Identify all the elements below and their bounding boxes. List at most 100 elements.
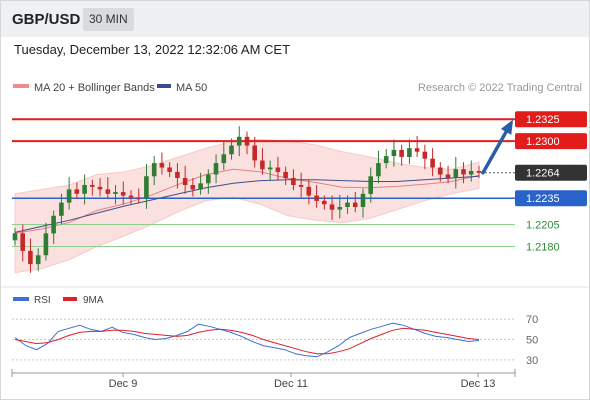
rsi-legend-label: RSI — [34, 295, 51, 306]
target-price-label: 1.2180 — [526, 241, 560, 253]
resistance-price-tag — [515, 133, 587, 150]
candle-body — [376, 163, 381, 177]
candle-body — [337, 207, 343, 210]
ma50-legend-label: MA 50 — [176, 82, 207, 94]
candle-body — [306, 186, 312, 196]
candle-body — [82, 185, 87, 194]
pivot-price-label: 1.2235 — [526, 193, 560, 205]
candle-body — [438, 167, 443, 175]
last-price-tag — [515, 164, 587, 181]
rsi-line — [14, 322, 480, 358]
candle-body — [229, 145, 234, 155]
candle-body — [453, 169, 459, 178]
candle-body — [190, 185, 196, 190]
rsi-ma-line — [14, 327, 480, 355]
candle-body — [322, 200, 327, 205]
resistance-price-label: 1.2300 — [526, 136, 560, 148]
candle-body — [383, 156, 389, 164]
ma50-line — [14, 175, 480, 233]
candle-body — [422, 151, 428, 159]
time-axis-label: Dec 9 — [109, 378, 138, 390]
candle-body — [468, 171, 474, 175]
candle-body — [260, 160, 265, 170]
candle-body — [66, 189, 72, 203]
candle-body — [105, 189, 111, 194]
candle-body — [136, 197, 141, 199]
header-bar: GBP/USD 30 MIN — [1, 1, 589, 37]
rsi-ma-legend-label: 9MA — [83, 295, 104, 306]
resistance-price-tag — [515, 111, 587, 128]
bollinger-legend-swatch — [13, 84, 29, 88]
candle-body — [244, 136, 250, 146]
pivot-price-tag — [515, 190, 587, 207]
candle-body — [445, 174, 451, 178]
forecast-arrow-head — [500, 119, 513, 135]
price-chart: 1.2325 1.2300 1.2264 1.2235 1.2205 1.2180 — [12, 111, 587, 274]
rsi-tick-label: 30 — [526, 355, 538, 367]
candle-body — [90, 185, 95, 187]
candle-body — [97, 186, 103, 190]
candle-body — [120, 192, 126, 196]
candle-body — [28, 250, 33, 265]
rsi-ma-legend-swatch — [63, 297, 77, 301]
candle-body — [391, 149, 397, 156]
candle-body — [360, 193, 366, 207]
candle-body — [144, 176, 149, 199]
candle-body — [151, 163, 157, 177]
target-price-label: 1.2205 — [526, 220, 560, 232]
candle-body — [407, 148, 412, 157]
candle-body — [275, 167, 281, 172]
candle-body — [128, 195, 134, 198]
candle-body — [368, 176, 373, 194]
timestamp: Tuesday, December 13, 2022 12:32:06 AM C… — [14, 42, 291, 57]
candle-body — [43, 233, 49, 256]
candle-body — [283, 171, 288, 178]
candle-body — [12, 233, 18, 241]
ma50-legend-swatch — [157, 84, 171, 88]
candle-body — [51, 215, 56, 234]
candle-body — [267, 167, 273, 170]
candle-body — [430, 158, 435, 168]
candle-body — [345, 202, 350, 207]
candle-body — [414, 148, 420, 152]
candle-body — [20, 233, 25, 251]
candle-body — [314, 195, 319, 201]
time-axis-label: Dec 11 — [274, 378, 308, 390]
bollinger-legend-label: MA 20 + Bollinger Bands — [34, 82, 155, 94]
candle-body — [167, 167, 172, 172]
candle-body — [461, 169, 466, 175]
candle-body — [159, 163, 165, 168]
instrument-title: GBP/USD — [12, 11, 81, 28]
timeframe-badge[interactable]: 30 MIN — [83, 8, 134, 31]
candle-body — [175, 171, 180, 178]
candle-body — [213, 163, 219, 175]
candle-body — [59, 202, 64, 216]
candle-body — [221, 154, 227, 164]
candle-body — [329, 204, 335, 210]
copyright-text: Research © 2022 Trading Central — [418, 82, 582, 94]
candle-body — [236, 136, 242, 146]
candle-body — [252, 145, 257, 161]
candle-body — [291, 178, 296, 185]
candle-body — [399, 149, 404, 157]
candle-body — [113, 192, 118, 194]
candle-body — [35, 255, 41, 265]
candle-body — [352, 202, 358, 207]
candle-body — [74, 189, 80, 194]
rsi-tick-label: 70 — [526, 314, 538, 326]
ma20-line — [14, 168, 480, 234]
rsi-chart: RSI 9MA 70 50 30 — [1, 286, 590, 367]
rsi-tick-label: 50 — [526, 335, 538, 347]
candle-body — [476, 171, 482, 173]
time-axis-label: Dec 13 — [461, 378, 496, 390]
candle-body — [206, 174, 211, 184]
resistance-price-label: 1.2325 — [526, 114, 560, 126]
time-axis: Dec 9 Dec 11 Dec 13 — [11, 369, 516, 390]
candle-body — [198, 183, 203, 190]
candle-body — [298, 185, 304, 187]
rsi-legend-swatch — [13, 297, 29, 301]
candle-body — [182, 178, 188, 185]
last-price-label: 1.2264 — [526, 168, 560, 180]
